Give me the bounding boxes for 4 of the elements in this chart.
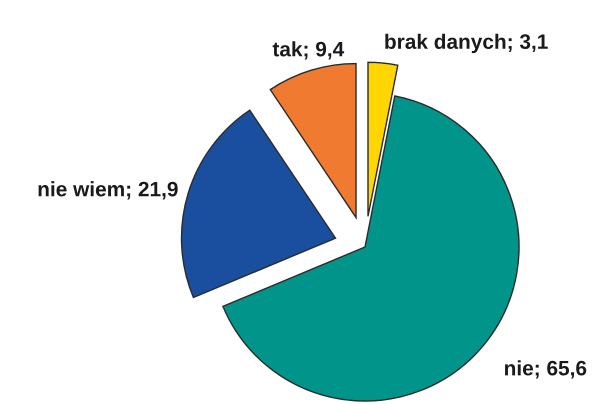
- slice-label: nie wiem; 21,9: [38, 181, 178, 200]
- slice-label: tak; 9,4: [272, 41, 344, 60]
- slice-label: brak danych; 3,1: [385, 34, 548, 54]
- slice-label: nie; 65,6: [505, 360, 586, 379]
